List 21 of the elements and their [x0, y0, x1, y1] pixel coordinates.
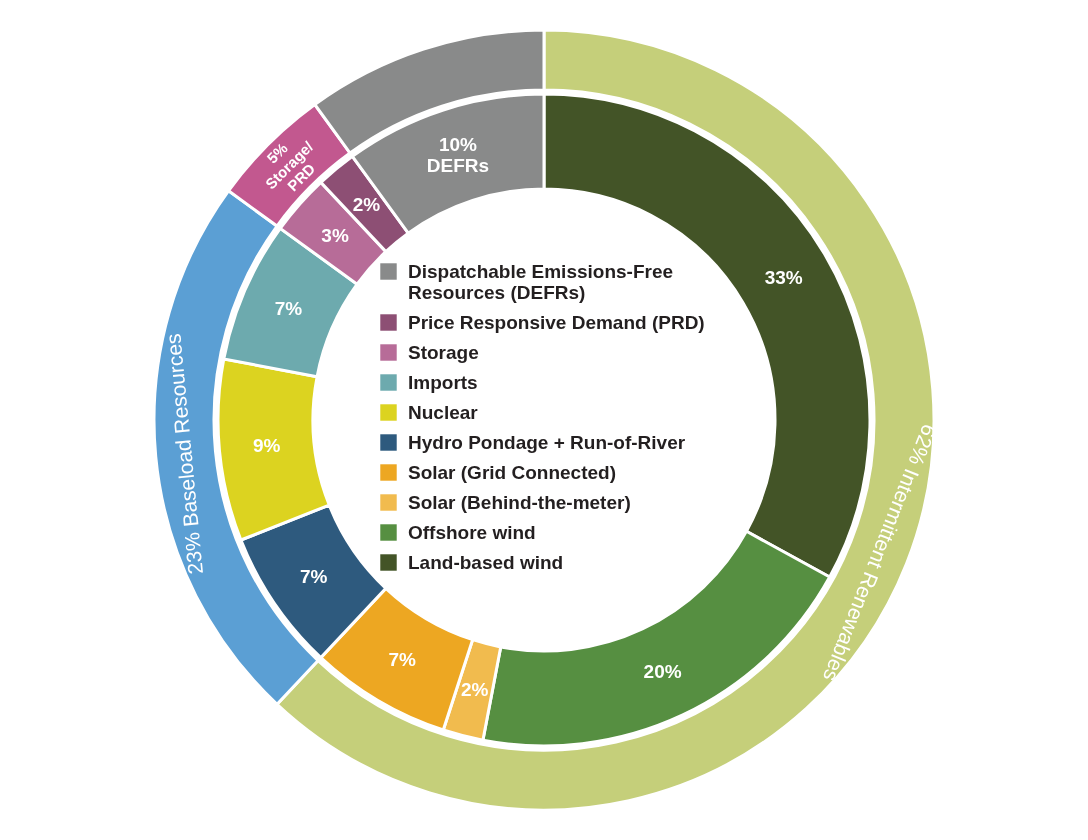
legend-label: Solar (Grid Connected): [408, 461, 616, 483]
data-label: 7%: [274, 298, 303, 320]
legend-label: Solar (Behind-the-meter): [408, 491, 631, 513]
data-label: 7%: [299, 565, 328, 587]
data-label: 33%: [764, 267, 803, 289]
data-label: 2%: [352, 194, 381, 216]
legend-label: Hydro Pondage + Run-of-River: [408, 431, 686, 453]
legend-label: Price Responsive Demand (PRD): [408, 311, 705, 333]
legend-label: Storage: [408, 341, 479, 363]
data-label: 3%: [321, 224, 349, 246]
legend-label: Offshore wind: [408, 521, 536, 543]
legend-label: Imports: [408, 371, 478, 393]
data-label: 9%: [253, 435, 281, 457]
data-label: 23% Baseload Resources: [161, 332, 207, 576]
data-label: 20%: [643, 660, 682, 682]
data-label: 2%: [461, 678, 489, 700]
data-label: 10% DEFRs: [426, 133, 490, 176]
legend-label: Land-based wind: [408, 551, 564, 573]
data-label: 7%: [388, 648, 417, 670]
legend-label: Dispatchable Emissions-Free Resources (DEFRs): [408, 260, 674, 303]
legend-label: Nuclear: [408, 401, 479, 423]
